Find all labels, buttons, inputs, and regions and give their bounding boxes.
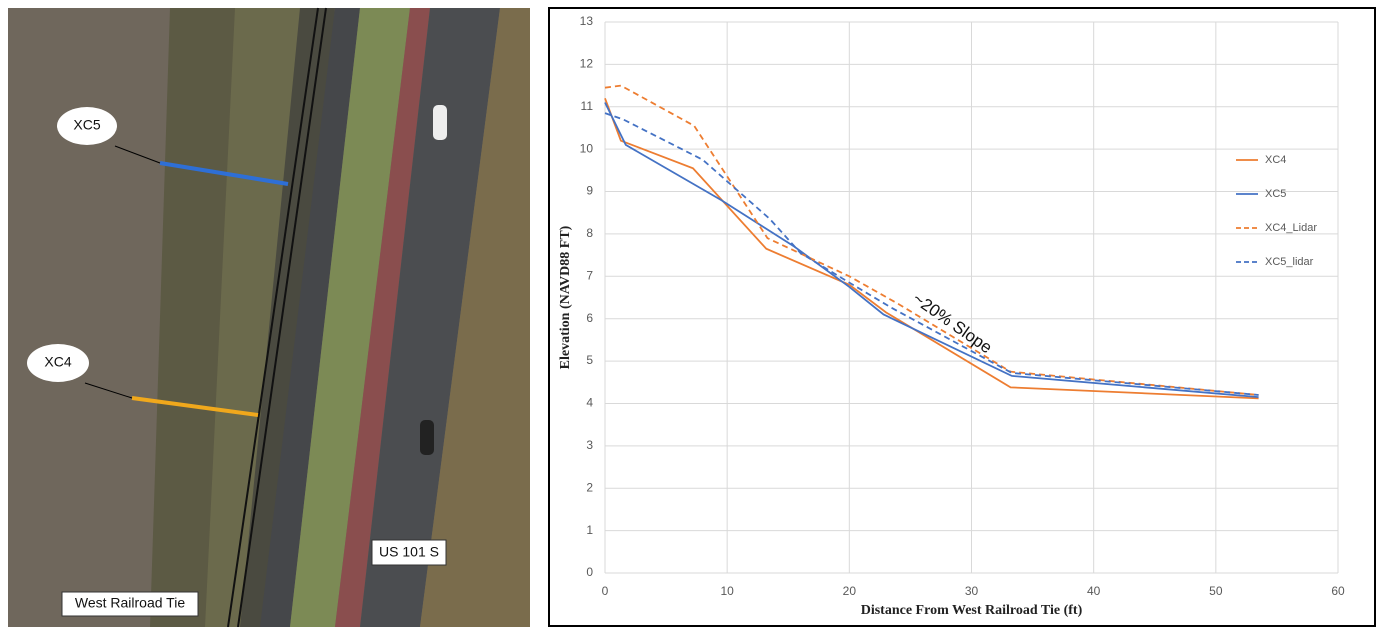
y-axis-title: Elevation (NAVD88 FT) (558, 225, 573, 369)
x-tick-label: 20 (843, 584, 857, 598)
y-tick-label: 7 (586, 268, 593, 282)
xc4-transect (131, 396, 259, 417)
y-tick-label: 3 (586, 438, 593, 452)
y-tick-label: 9 (586, 184, 593, 198)
label-box (61, 591, 199, 617)
rail (237, 7, 327, 627)
y-tick-label: 1 (586, 523, 593, 537)
x-tick-label: 40 (1087, 584, 1101, 598)
photo-label: West Railroad Tie (75, 595, 185, 611)
label-bubble (27, 344, 89, 382)
legend-label: XC4_Lidar (1265, 222, 1317, 234)
x-tick-label: 30 (965, 584, 979, 598)
photo-label: US 101 S (379, 544, 439, 560)
aerial-photo: XC5 XC4 US 101 S West Railroad Tie (8, 7, 530, 627)
series-line (604, 97, 1259, 400)
xc5-transect (159, 161, 289, 186)
chart-frame (548, 7, 1376, 627)
label-box (371, 539, 447, 566)
legend-label: XC4 (1265, 154, 1286, 166)
y-tick-label: 8 (586, 226, 593, 240)
x-tick-label: 0 (602, 584, 609, 598)
y-tick-label: 2 (586, 480, 593, 494)
label-bubble (57, 107, 117, 145)
field (420, 8, 530, 627)
y-tick-label: 4 (586, 396, 593, 410)
x-tick-label: 50 (1209, 584, 1223, 598)
legend-label: XC5 (1265, 188, 1286, 200)
x-axis-title: Distance From West Railroad Tie (ft) (861, 603, 1083, 618)
car (420, 420, 434, 455)
median (290, 8, 410, 627)
legend-label: XC5_lidar (1265, 256, 1314, 268)
y-tick-label: 13 (580, 14, 594, 28)
car (433, 105, 447, 140)
y-tick-label: 0 (586, 565, 593, 579)
railroad (240, 8, 335, 627)
x-tick-label: 60 (1331, 584, 1345, 598)
series-line (604, 102, 1259, 399)
y-tick-label: 11 (581, 99, 594, 113)
rail (227, 7, 319, 627)
y-tick-label: 12 (580, 57, 594, 71)
road (260, 8, 360, 627)
photo-label: XC5 (73, 117, 100, 133)
y-tick-label: 10 (580, 141, 594, 155)
y-tick-label: 6 (586, 311, 593, 325)
leader (84, 382, 133, 399)
x-tick-label: 10 (720, 584, 734, 598)
photo-label: XC4 (44, 354, 71, 370)
series-line (604, 112, 1259, 396)
y-tick-label: 5 (586, 353, 593, 367)
highway (360, 8, 500, 627)
shoulder (335, 8, 430, 627)
leader (114, 145, 161, 164)
